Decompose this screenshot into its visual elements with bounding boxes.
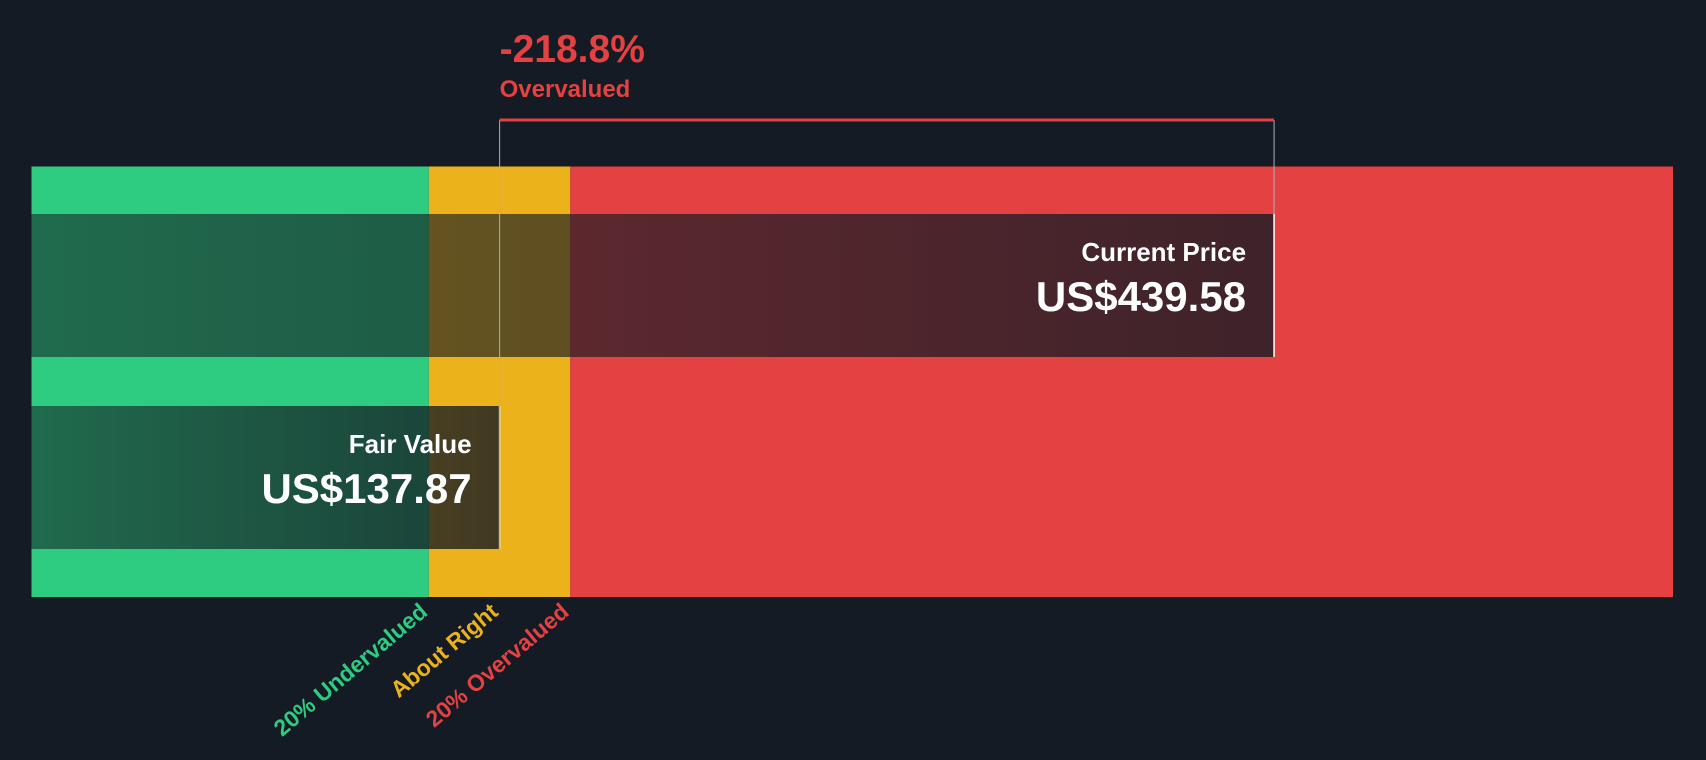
headline-text: Overvalued [500,76,631,103]
bar-value: US$439.58 [1036,273,1246,320]
bar-name: Current Price [1081,237,1246,267]
value-bar [31,406,500,549]
bar-value: US$137.87 [261,465,471,512]
value-bar [31,214,1275,357]
headline-value: -218.8% [500,28,645,71]
bar-name: Fair Value [349,429,472,459]
